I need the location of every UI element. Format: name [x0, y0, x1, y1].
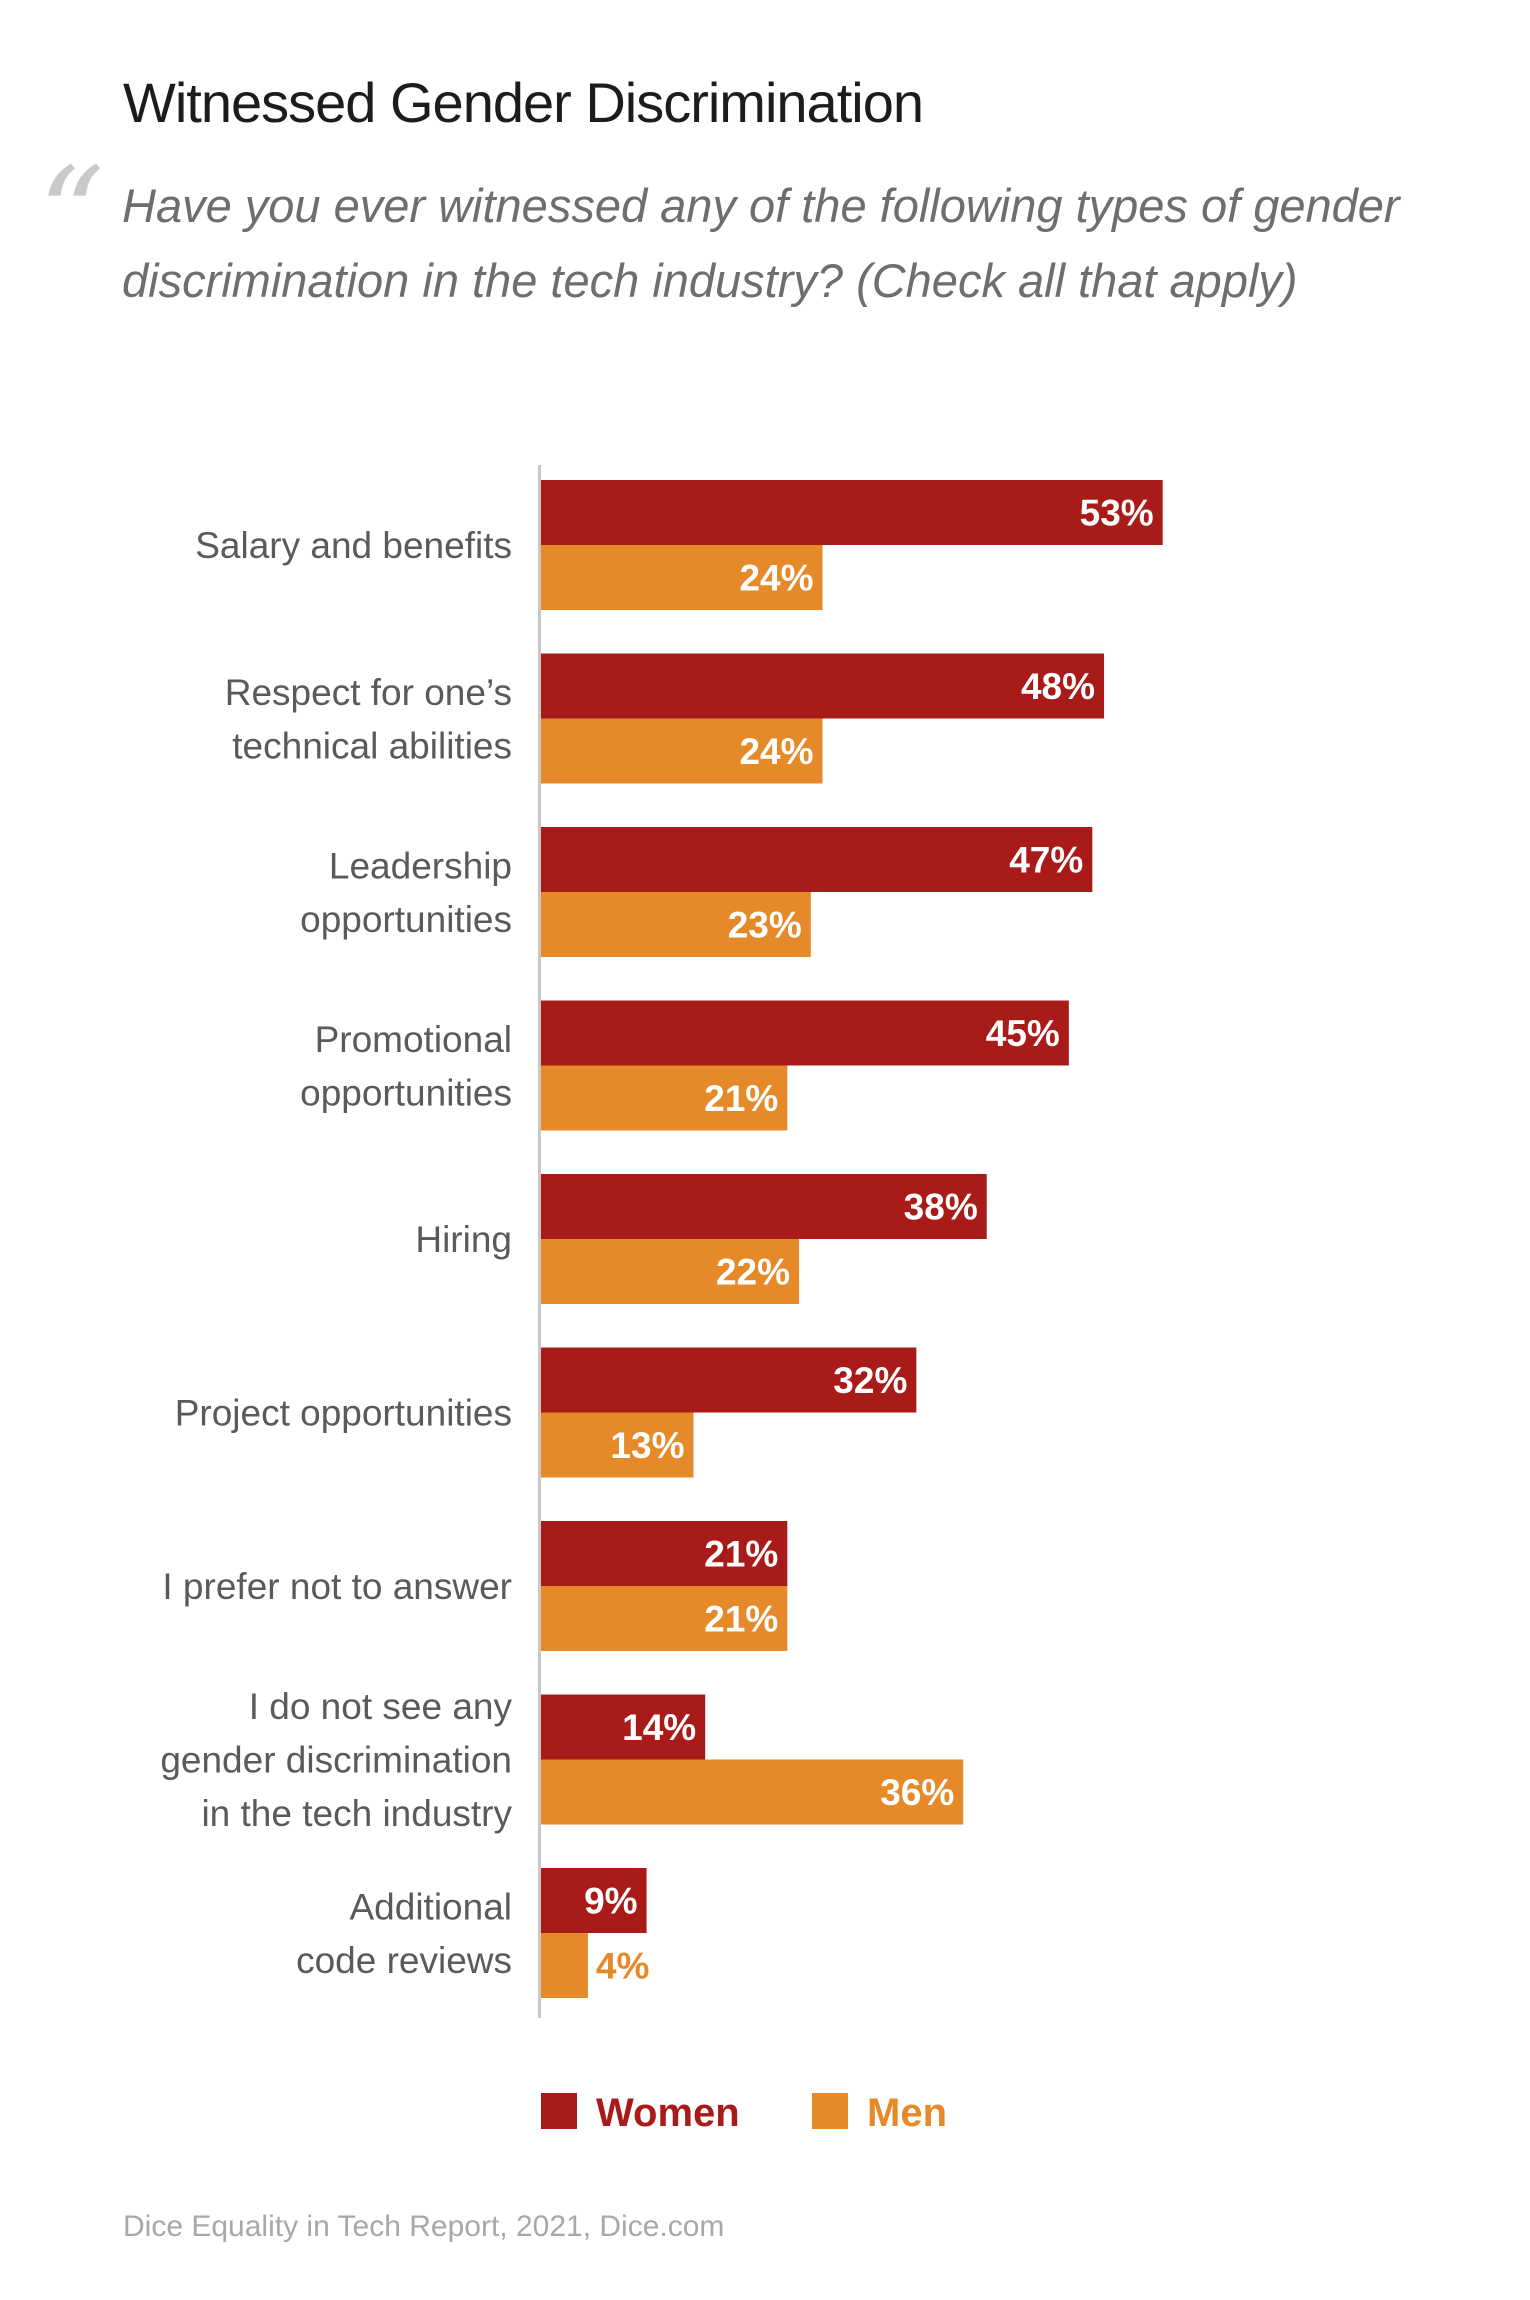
men-bar	[541, 1239, 800, 1304]
women-bar	[541, 1347, 917, 1413]
women-bar	[541, 827, 1093, 892]
category-label: technical abilities	[232, 725, 512, 766]
women-bar	[541, 1174, 987, 1239]
men-bar	[541, 1759, 964, 1825]
category-label: code reviews	[296, 1940, 512, 1981]
category-label: gender discrimination	[160, 1740, 512, 1781]
men-bar	[541, 545, 823, 610]
value-label: 36%	[880, 1772, 954, 1813]
value-label: 4%	[596, 1946, 649, 1987]
category-label: Project opportunities	[175, 1393, 512, 1434]
chart-subtitle: Have you ever witnessed any of the follo…	[122, 179, 1400, 307]
legend-label: Women	[596, 2091, 740, 2135]
value-label: 23%	[728, 905, 802, 946]
value-label: 32%	[833, 1360, 907, 1401]
source-note: Dice Equality in Tech Report, 2021, Dice…	[123, 2210, 725, 2243]
value-label: 45%	[986, 1013, 1060, 1054]
chart-title: Witnessed Gender Discrimination	[123, 71, 924, 134]
quote-mark-icon: “	[38, 139, 105, 291]
category-label: I do not see any	[249, 1686, 513, 1727]
value-label: 38%	[904, 1187, 978, 1228]
women-bar	[541, 480, 1163, 545]
category-label: Hiring	[415, 1219, 512, 1260]
category-label: Promotional	[315, 1019, 512, 1060]
legend-label: Men	[867, 2091, 947, 2135]
value-label: 48%	[1021, 666, 1095, 707]
men-bar	[541, 718, 823, 784]
value-label: 24%	[739, 731, 813, 772]
men-bar	[541, 1412, 694, 1478]
value-label: 24%	[739, 558, 813, 599]
category-label: I prefer not to answer	[162, 1566, 512, 1607]
value-label: 14%	[622, 1707, 696, 1748]
women-bar	[541, 1000, 1069, 1066]
value-label: 13%	[610, 1425, 684, 1466]
category-label: Respect for one’s	[225, 672, 512, 713]
legend-swatch	[812, 2093, 848, 2129]
value-label: 22%	[716, 1252, 790, 1293]
category-label: Leadership	[329, 845, 512, 886]
value-label: 21%	[704, 1078, 778, 1119]
women-bar	[541, 1868, 647, 1933]
category-label: in the tech industry	[201, 1793, 512, 1834]
bar-chart: Salary and benefits 53% 24% Respect for one…	[160, 465, 1163, 2135]
value-label: 21%	[704, 1599, 778, 1640]
category-label: opportunities	[300, 899, 512, 940]
women-bar	[541, 1521, 788, 1586]
men-bar	[541, 1586, 788, 1651]
category-label: Salary and benefits	[195, 525, 512, 566]
category-label: Additional	[349, 1886, 512, 1927]
men-bar	[541, 1065, 788, 1131]
men-bar	[541, 892, 811, 957]
value-label: 53%	[1080, 493, 1154, 534]
women-bar	[541, 1694, 706, 1760]
value-label: 21%	[704, 1534, 778, 1575]
value-label: 9%	[584, 1881, 637, 1922]
men-bar	[541, 1933, 588, 1998]
legend-swatch	[541, 2093, 577, 2129]
category-label: opportunities	[300, 1072, 512, 1113]
women-bar	[541, 653, 1105, 719]
value-label: 47%	[1009, 840, 1083, 881]
